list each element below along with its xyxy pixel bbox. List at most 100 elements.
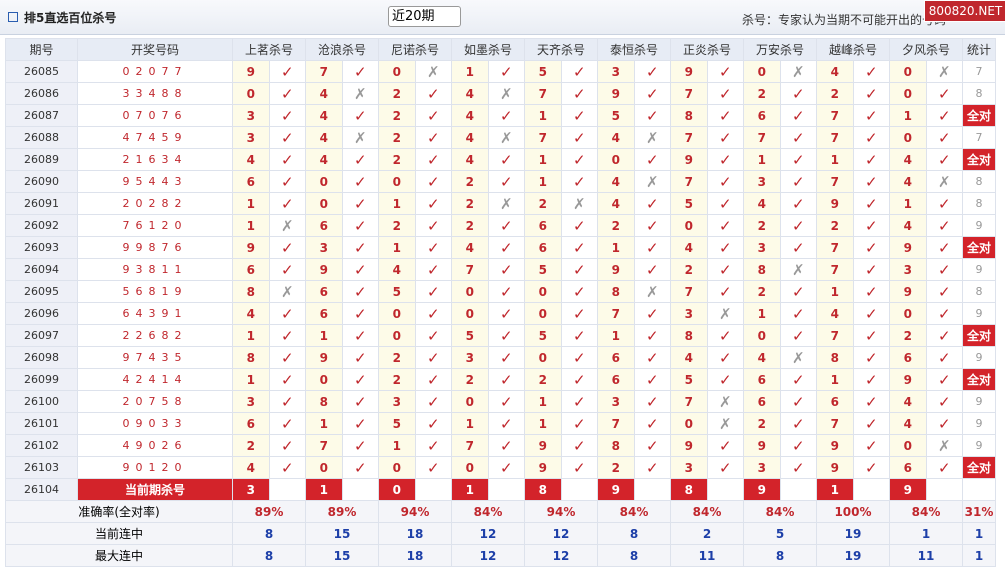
result-mark: ✓: [633, 236, 671, 259]
period-select[interactable]: 近20期: [388, 6, 461, 27]
kill-number: 7: [305, 434, 343, 457]
kill-number: 2: [597, 214, 635, 237]
result-mark: ✓: [268, 368, 306, 391]
draw-number: 99876: [77, 236, 233, 259]
result-mark: ✓: [268, 170, 306, 193]
kill-number: 0: [305, 192, 343, 215]
result-mark: ✓: [852, 412, 890, 435]
kill-number: 8: [597, 434, 635, 457]
kill-number: 6: [305, 214, 343, 237]
result-mark: ✗: [925, 434, 963, 457]
header-bar: 排5直选百位杀号 近20期 杀号：专家认为当期不可能开出的号码 800820.N…: [0, 0, 1005, 35]
result-mark: ✓: [414, 456, 452, 479]
result-mark: ✗: [268, 214, 306, 237]
result-mark: ✓: [779, 280, 817, 303]
result-mark: ✓: [268, 302, 306, 325]
result-mark: ✓: [925, 302, 963, 325]
result-mark: ✓: [779, 214, 817, 237]
result-mark: ✗: [779, 60, 817, 83]
result-mark: ✓: [852, 456, 890, 479]
kill-number: 1: [816, 368, 854, 391]
kill-number: 3: [597, 60, 635, 83]
kill-number: 9: [670, 60, 708, 83]
data-row: 26090 95443 6 ✓ 0 ✓ 0 ✓ 2 ✓ 1 ✓ 4 ✗ 7 ✓ 3 ✓ 7 ✓ 4 ✗ 8: [5, 170, 996, 193]
kill-number: 4: [597, 126, 635, 149]
result-mark: ✓: [560, 434, 598, 457]
result-mark: ✓: [487, 236, 525, 259]
kill-number: 0: [889, 82, 927, 105]
kill-number: 4: [232, 302, 270, 325]
kill-number: 6: [305, 280, 343, 303]
result-mark: ✓: [560, 104, 598, 127]
kill-number: 4: [305, 104, 343, 127]
result-mark: ✗: [414, 60, 452, 83]
draw-number: 49026: [77, 434, 233, 457]
result-mark: ✓: [633, 82, 671, 105]
data-row: 26102 49026 2 ✓ 7 ✓ 1 ✓ 7 ✓ 9 ✓ 8 ✓ 9 ✓ 9 ✓ 9 ✓ 0 ✗ 9: [5, 434, 996, 457]
result-mark: ✓: [487, 258, 525, 281]
stat: 全对: [962, 236, 996, 259]
kill-number: 1: [889, 192, 927, 215]
stat: 全对: [962, 456, 996, 479]
result-mark: ✓: [706, 104, 744, 127]
result-mark: ✓: [633, 60, 671, 83]
blank: [487, 478, 525, 501]
kill-number: 7: [524, 126, 562, 149]
kill-number: 2: [743, 214, 781, 237]
draw-number: 20282: [77, 192, 233, 215]
result-mark: ✓: [487, 390, 525, 413]
kill-number: 4: [305, 126, 343, 149]
draw-number: 76120: [77, 214, 233, 237]
result-mark: ✓: [925, 368, 963, 391]
result-mark: ✓: [779, 126, 817, 149]
result-mark: ✓: [414, 280, 452, 303]
result-mark: ✗: [925, 170, 963, 193]
kill-number: 1: [305, 324, 343, 347]
result-mark: ✓: [925, 148, 963, 171]
kill-number: 1: [816, 280, 854, 303]
kill-number: 9: [743, 434, 781, 457]
result-mark: ✓: [852, 302, 890, 325]
kill-table: 期号 开奖号码 上茗杀号 沧浪杀号 尼诺杀号 如墨杀号 天齐杀号 泰恒杀号 正炎杀号 万安杀号 越峰…: [5, 38, 996, 567]
result-mark: ✓: [852, 434, 890, 457]
data-row: 26091 20282 1 ✓ 0 ✓ 1 ✓ 2 ✗ 2 ✗ 4 ✓ 5 ✓ 4 ✓ 9 ✓ 1 ✓ 8: [5, 192, 996, 215]
result-mark: ✓: [852, 192, 890, 215]
kill-number: 7: [816, 236, 854, 259]
kill-number: 8: [816, 346, 854, 369]
stat-value: 84%: [670, 500, 744, 523]
kill-number: 1: [378, 236, 416, 259]
data-row: 26103 90120 4 ✓ 0 ✓ 0 ✓ 0 ✓ 9 ✓ 2 ✓ 3 ✓ 3 ✓ 9 ✓ 6 ✓ 全对: [5, 456, 996, 479]
stat: 9: [962, 346, 996, 369]
stat-value: 12: [451, 544, 525, 567]
stat-value: 31%: [962, 500, 996, 523]
blank: [779, 478, 817, 501]
stat-value: 100%: [816, 500, 890, 523]
result-mark: ✓: [633, 104, 671, 127]
result-mark: ✓: [852, 214, 890, 237]
stat-row: 最大连中 8 15 18 12 12 8 11 8 19 11 1: [5, 544, 996, 567]
stat: 全对: [962, 324, 996, 347]
kill-number: 5: [524, 60, 562, 83]
kill-number: 9: [232, 236, 270, 259]
stat-value: 1: [889, 522, 963, 545]
result-mark: ✓: [487, 280, 525, 303]
result-mark: ✓: [779, 236, 817, 259]
kill-number: 0: [378, 170, 416, 193]
result-mark: ✓: [925, 390, 963, 413]
result-mark: ✓: [779, 324, 817, 347]
kill-number: 2: [378, 104, 416, 127]
stat-value: 19: [816, 522, 890, 545]
current-pick: 3: [232, 478, 270, 501]
kill-number: 4: [232, 148, 270, 171]
result-mark: ✓: [706, 258, 744, 281]
blank: [341, 478, 379, 501]
current-pick: 9: [889, 478, 927, 501]
stat-value: 18: [378, 544, 452, 567]
result-mark: ✓: [414, 148, 452, 171]
kill-number: 4: [378, 258, 416, 281]
kill-number: 9: [305, 258, 343, 281]
result-mark: ✓: [852, 324, 890, 347]
column-header: 越峰杀号: [816, 38, 890, 61]
stat-value: 1: [962, 544, 996, 567]
